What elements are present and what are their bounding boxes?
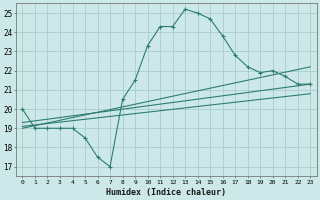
X-axis label: Humidex (Indice chaleur): Humidex (Indice chaleur): [106, 188, 226, 197]
